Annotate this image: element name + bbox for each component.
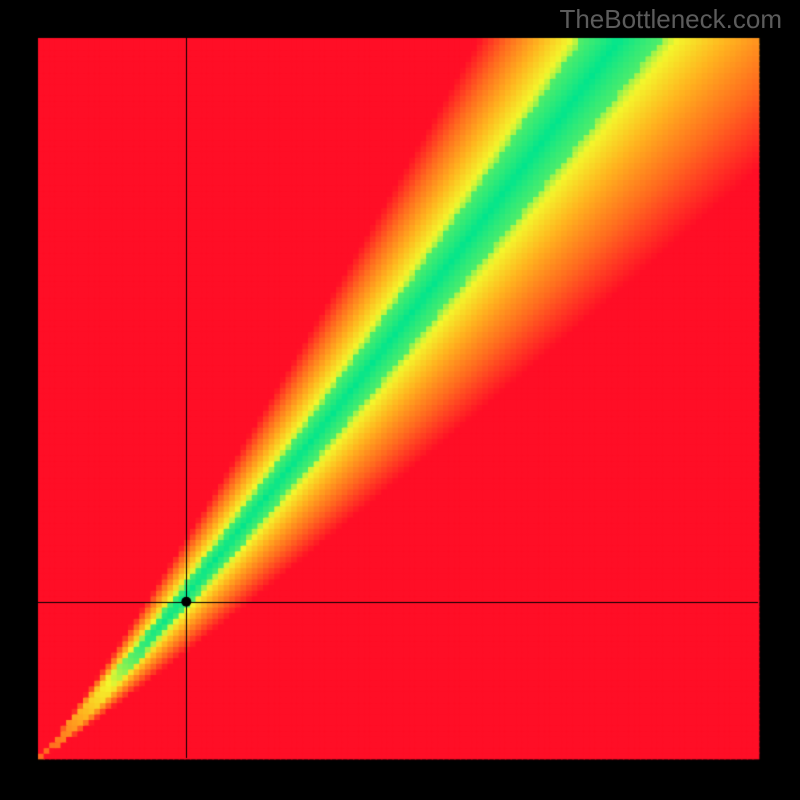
watermark-text: TheBottleneck.com (559, 4, 782, 35)
bottleneck-heatmap-canvas (0, 0, 800, 800)
chart-container: TheBottleneck.com (0, 0, 800, 800)
